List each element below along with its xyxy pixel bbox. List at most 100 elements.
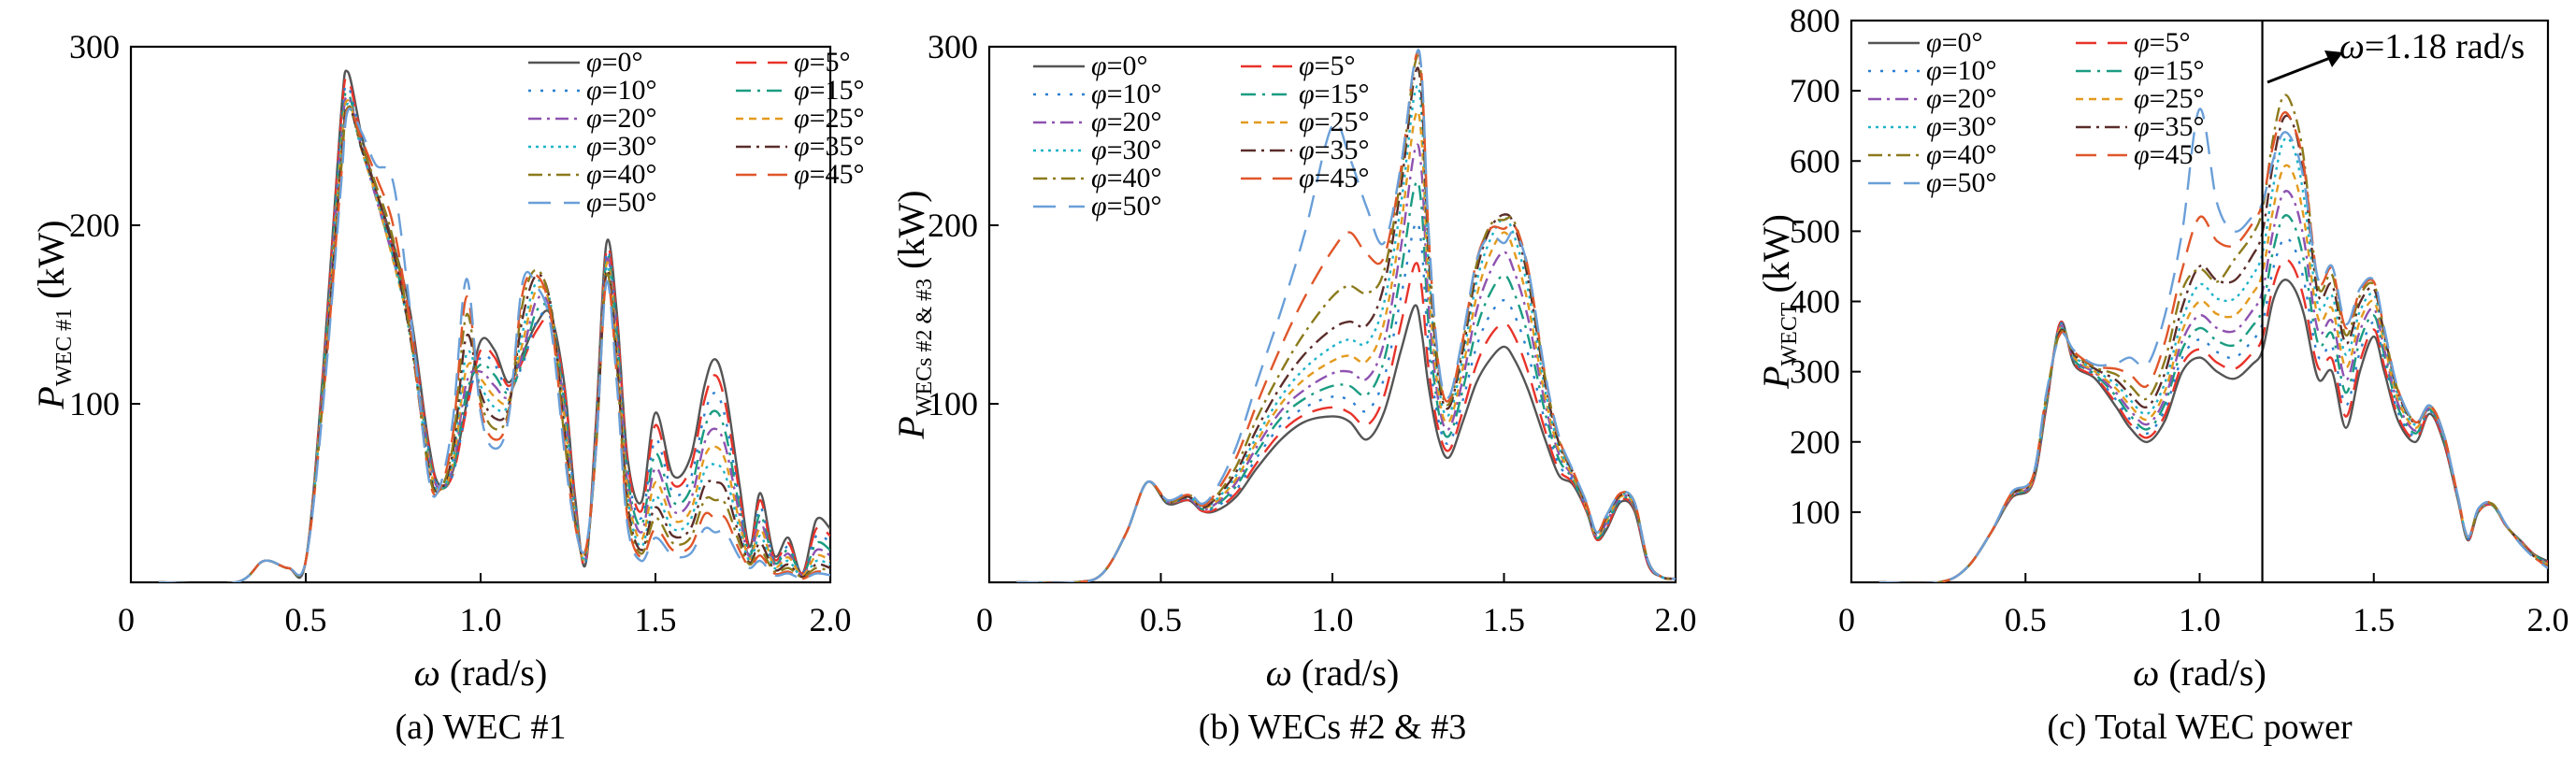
x-tick-label: 1.5 (2353, 601, 2395, 638)
panel-caption: (c) Total WEC power (2047, 708, 2353, 747)
legend-label: φ=40° (586, 159, 657, 190)
legend-label: φ=45° (1299, 163, 1370, 193)
series-line-2 (1016, 221, 1676, 582)
series-line-3 (158, 92, 830, 582)
x-tick-label: 2.0 (810, 601, 852, 638)
x-tick-label: 2.0 (2527, 601, 2569, 638)
legend-label: φ=25° (1299, 107, 1370, 137)
series-line-9 (1016, 50, 1676, 582)
series-group (1016, 49, 1676, 582)
series-line-3 (1878, 214, 2548, 582)
legend-label: φ=45° (2134, 139, 2205, 170)
y-tick-label: 200 (1790, 423, 1840, 461)
y-axis-label: PWECs #2 & #3 (kW) (890, 190, 937, 439)
y-tick-label: 100 (69, 385, 120, 422)
y-tick-label: 500 (1790, 212, 1840, 250)
legend-label: φ=10° (1926, 55, 1997, 86)
legend-label: φ=0° (586, 47, 643, 78)
y-tick-label: 800 (1790, 2, 1840, 39)
x-tick-label: 1.0 (1312, 601, 1354, 638)
x-tick-label: 1.5 (635, 601, 677, 638)
series-group (158, 69, 830, 582)
series-line-0 (158, 69, 830, 582)
series-line-4 (158, 95, 830, 582)
y-axis-label: PWEC #1 (kW) (30, 220, 77, 409)
chart-panel-1: 0.5 1.0 1.5 2.0 0 100 200 300 ω (rad/s) PWEC #1 (… (30, 28, 865, 747)
x-axis-label: ω (rad/s) (2133, 652, 2267, 694)
series-line-10 (158, 107, 830, 582)
legend: φ=0° φ=5°φ=10° φ=15°φ=20° φ=25°φ=30° φ=35°φ=… (1033, 50, 1370, 222)
legend-label: φ=30° (586, 131, 657, 162)
origin-label: 0 (1838, 601, 1855, 638)
legend-label: φ=15° (794, 75, 865, 106)
legend-label: φ=5° (794, 47, 851, 78)
x-tick-label: 1.5 (1483, 601, 1525, 638)
legend-label: φ=40° (1091, 163, 1162, 193)
legend-label: φ=35° (794, 131, 865, 162)
x-tick-label: 1.0 (460, 601, 502, 638)
legend-label: φ=25° (2134, 83, 2205, 114)
y-axis-label: PWECT (kW) (1755, 214, 1802, 390)
series-group (1878, 93, 2548, 582)
legend-label: φ=15° (2134, 55, 2205, 86)
series-line-1 (1016, 262, 1676, 582)
chart-panel-3: 0.5 1.0 1.5 2.0 0 100 200 300 400 500 600 700 800 ω (… (1755, 2, 2569, 747)
legend-label: φ=10° (586, 75, 657, 106)
legend-label: φ=50° (586, 187, 657, 218)
y-tick-label: 300 (928, 28, 978, 65)
y-tick-label: 200 (928, 207, 978, 244)
x-axis-label: ω (rad/s) (414, 652, 548, 694)
origin-label: 0 (118, 601, 135, 638)
series-line-8 (158, 106, 830, 582)
series-line-1 (1878, 258, 2548, 582)
legend-label: φ=30° (1091, 135, 1162, 165)
legend: φ=0° φ=5°φ=10° φ=15°φ=20° φ=25°φ=30° φ=35°φ=… (1868, 27, 2205, 198)
legend-label: φ=40° (1926, 139, 1997, 170)
panel-caption: (b) WECs #2 & #3 (1199, 708, 1466, 747)
series-line-4 (1878, 190, 2548, 582)
y-tick-label: 300 (1790, 353, 1840, 391)
legend-label: φ=30° (1926, 111, 1997, 142)
series-line-5 (1878, 164, 2548, 582)
legend-label: φ=10° (1091, 79, 1162, 109)
series-line-0 (1878, 279, 2548, 582)
y-tick-label: 700 (1790, 72, 1840, 109)
series-line-2 (158, 84, 830, 582)
legend-label: φ=0° (1091, 50, 1148, 81)
chart-panel-2: 0.5 1.0 1.5 2.0 0 100 200 300 ω (rad/s) PWECs #2 … (890, 28, 1697, 747)
legend-label: φ=20° (586, 103, 657, 134)
y-tick-label: 300 (69, 28, 120, 65)
legend: φ=0° φ=5°φ=10° φ=15°φ=20° φ=25°φ=30° φ=35°φ=… (528, 47, 865, 218)
legend-label: φ=35° (1299, 135, 1370, 165)
annotation-arrowhead (2324, 50, 2343, 67)
legend-label: φ=0° (1926, 27, 1983, 58)
legend-label: φ=35° (2134, 111, 2205, 142)
panel-caption: (a) WEC #1 (396, 708, 567, 747)
series-line-2 (1878, 236, 2548, 582)
series-line-3 (1016, 180, 1676, 582)
legend-label: φ=15° (1299, 79, 1370, 109)
x-tick-label: 2.0 (1655, 601, 1697, 638)
origin-label: 0 (976, 601, 993, 638)
x-tick-label: 0.5 (1140, 601, 1182, 638)
y-tick-label: 100 (1790, 494, 1840, 531)
series-line-1 (158, 77, 830, 582)
y-tick-label: 200 (69, 207, 120, 244)
legend-label: φ=45° (794, 159, 865, 190)
legend-label: φ=20° (1926, 83, 1997, 114)
legend-label: φ=50° (1091, 191, 1162, 222)
y-tick-label: 600 (1790, 142, 1840, 179)
series-line-10 (1016, 49, 1676, 582)
x-tick-label: 0.5 (285, 601, 327, 638)
legend-label: φ=50° (1926, 167, 1997, 198)
x-axis-label: ω (rad/s) (1266, 652, 1400, 694)
y-tick-label: 100 (928, 385, 978, 422)
legend-label: φ=25° (794, 103, 865, 134)
series-line-10 (1878, 107, 2548, 582)
annotation-arrow (2267, 56, 2331, 84)
series-line-8 (1878, 93, 2548, 582)
x-tick-label: 0.5 (2005, 601, 2047, 638)
y-tick-label: 400 (1790, 283, 1840, 321)
legend-label: φ=5° (1299, 50, 1356, 81)
